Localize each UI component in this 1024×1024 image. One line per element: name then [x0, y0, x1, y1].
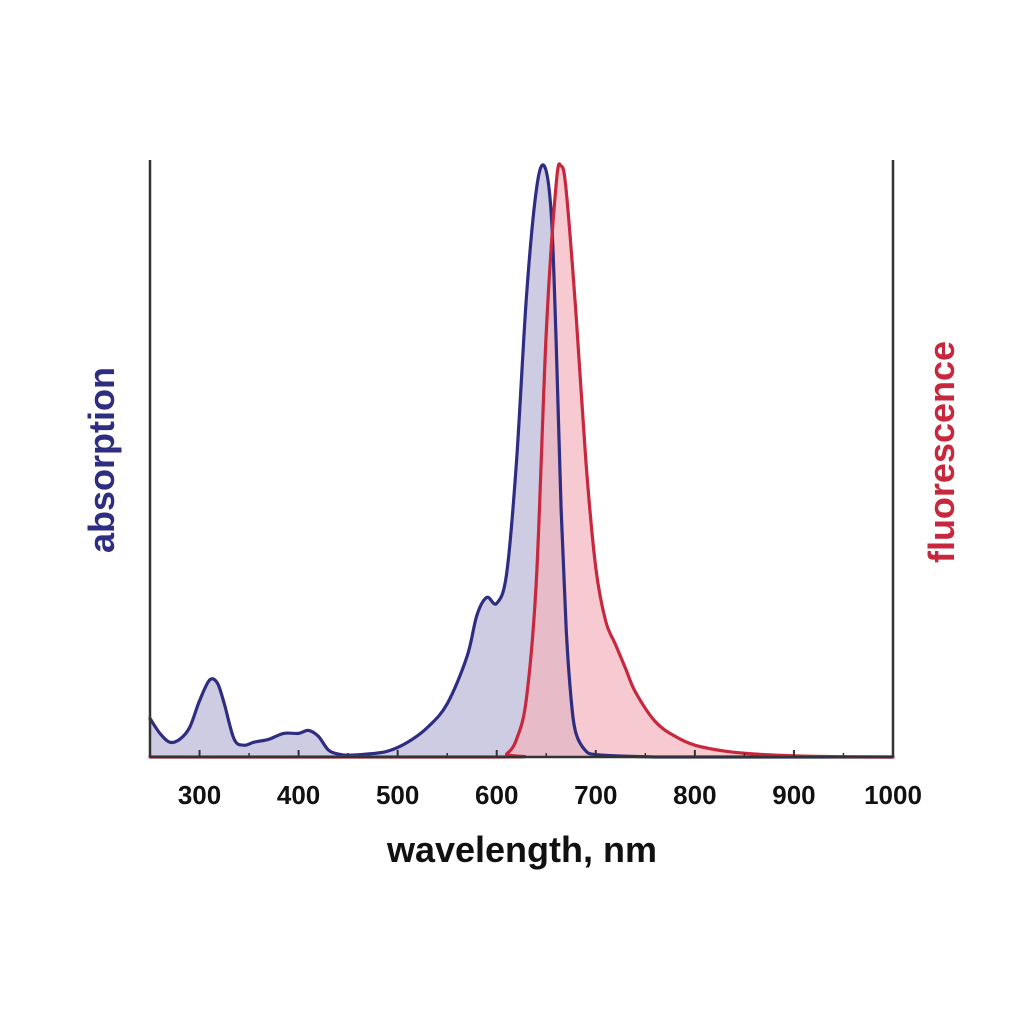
x-tick-label: 1000: [864, 780, 922, 810]
x-tick-label: 700: [574, 780, 617, 810]
x-tick-label: 300: [178, 780, 221, 810]
x-ticks: 300 400 500 600 700 800 900 1000: [149, 750, 922, 810]
series-areas: [150, 163, 893, 757]
left-axis-title: absorption: [81, 367, 122, 553]
axes: [148, 160, 895, 759]
x-tick-label: 600: [475, 780, 518, 810]
fluorescence-line: [148, 162, 895, 759]
x-tick-label: 400: [277, 780, 320, 810]
absorption-area: [150, 164, 893, 757]
series-lines: [148, 162, 895, 759]
x-tick-label: 500: [376, 780, 419, 810]
x-axis-title: wavelength, nm: [386, 829, 657, 870]
absorption-line: [148, 163, 895, 759]
x-tick-label: 800: [673, 780, 716, 810]
right-axis-title: fluorescence: [921, 341, 962, 563]
x-tick-label: 900: [772, 780, 815, 810]
